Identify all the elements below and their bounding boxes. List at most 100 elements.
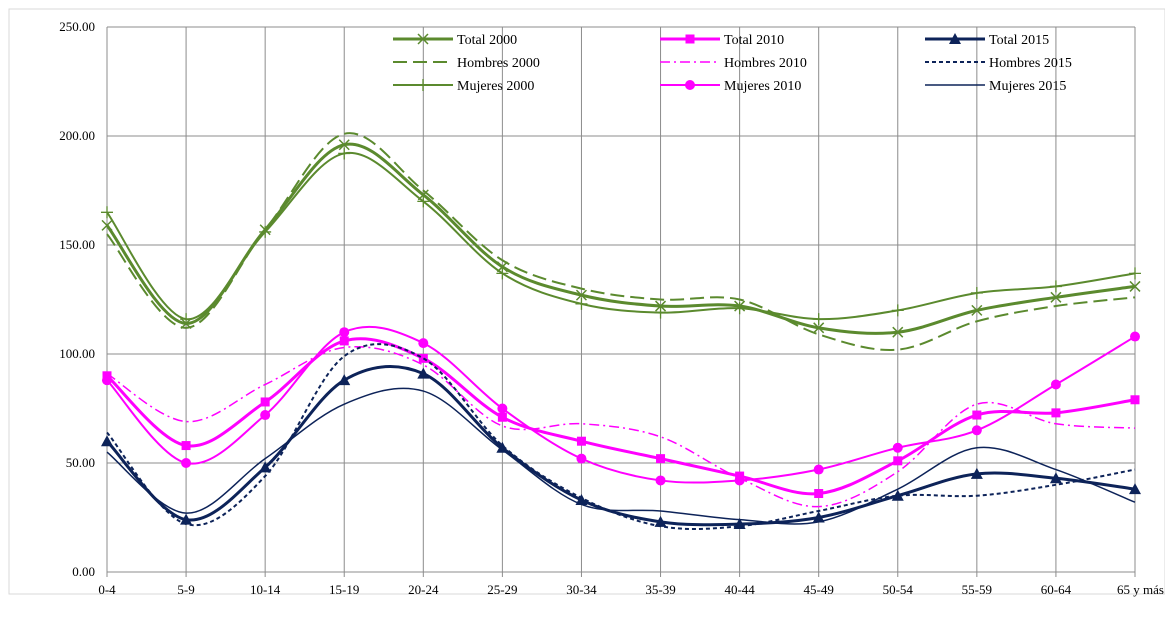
- series-mujeres-2015: [106, 387, 1136, 525]
- data-point-total-2015: [575, 494, 588, 506]
- data-point-mujeres-2010: [260, 410, 271, 421]
- data-point-mujeres-2000: [970, 286, 983, 299]
- data-point-mujeres-2010: [655, 475, 666, 486]
- data-point-total-2010: [339, 336, 349, 346]
- data-point-mujeres-2010: [181, 458, 192, 468]
- data-point-mujeres-2010: [1130, 331, 1140, 342]
- data-point-total-2010: [418, 353, 428, 363]
- data-point-mujeres-2010: [418, 338, 429, 349]
- data-point-total-2010: [260, 397, 270, 407]
- data-point-mujeres-2010: [497, 403, 508, 414]
- data-point-mujeres-2000: [654, 306, 667, 319]
- data-point-mujeres-2000: [733, 302, 746, 315]
- data-point-mujeres-2000: [496, 267, 509, 280]
- x-tick-label: 5-9: [177, 582, 194, 597]
- data-point-mujeres-2010: [892, 442, 903, 453]
- data-point-mujeres-2010: [1050, 379, 1061, 390]
- legend-label: Hombres 2000: [457, 56, 540, 71]
- series-line-hombres-2010: [106, 346, 1136, 508]
- data-point-total-2015: [180, 513, 193, 525]
- data-point-total-2015: [338, 374, 351, 386]
- data-point-mujeres-2000: [1049, 280, 1062, 293]
- data-point-total-2015: [812, 511, 825, 523]
- data-point-total-2015: [101, 435, 113, 447]
- data-point-total-2010: [814, 489, 824, 499]
- axes: 0.00 50.00 100.00 150.00 200.00 250.00 0-4 5-9 1…: [59, 19, 1164, 597]
- legend-marker: [685, 80, 695, 90]
- series-line-mujeres-2015: [106, 387, 1136, 525]
- data-point-mujeres-2010: [339, 327, 350, 338]
- legend-label: Mujeres 2010: [724, 79, 801, 94]
- data-point-mujeres-2010: [576, 453, 587, 464]
- legend-item-total-2015: Total 2015: [925, 33, 1049, 48]
- legend-marker: [949, 33, 961, 44]
- legend-label: Hombres 2010: [724, 56, 807, 71]
- data-point-total-2000: [575, 289, 587, 301]
- legend-item-hombres-2015: Hombres 2015: [925, 56, 1072, 71]
- legend-item-mujeres-2015: Mujeres 2015: [925, 79, 1066, 94]
- data-point-total-2015: [1129, 483, 1141, 495]
- data-point-mujeres-2000: [259, 225, 272, 238]
- x-tick-label: 10-14: [250, 582, 281, 597]
- data-point-total-2015: [654, 515, 667, 527]
- legend-marker: [685, 34, 695, 44]
- data-point-total-2000: [1050, 291, 1062, 303]
- legend-label: Mujeres 2015: [989, 79, 1066, 94]
- y-tick-label: 200.00: [59, 128, 95, 143]
- series-total-2015: [101, 365, 1141, 530]
- data-point-mujeres-2000: [812, 313, 825, 326]
- series-mujeres-2010: [102, 325, 1140, 486]
- y-tick-label: 50.00: [66, 455, 95, 470]
- series-line-hombres-2000: [106, 132, 1136, 351]
- data-point-total-2000: [101, 219, 113, 231]
- data-point-total-2000: [813, 322, 825, 334]
- x-tick-label: 60-64: [1041, 582, 1072, 597]
- x-tick-label: 15-19: [329, 582, 359, 597]
- legend-item-total-2000: Total 2000: [393, 33, 517, 48]
- data-point-total-2015: [259, 461, 272, 473]
- legend-item-hombres-2000: Hombres 2000: [393, 56, 540, 71]
- series-line-hombres-2015: [106, 343, 1136, 531]
- data-point-total-2015: [970, 467, 983, 479]
- series-hombres-2000: [106, 132, 1136, 351]
- legend-marker: [417, 79, 429, 91]
- legend-item-total-2010: Total 2010: [660, 33, 784, 48]
- legend-item-mujeres-2000: Mujeres 2000: [393, 79, 534, 94]
- y-tick-label: 150.00: [59, 237, 95, 252]
- series-total-2010: [102, 336, 1140, 499]
- data-point-total-2000: [655, 300, 667, 312]
- x-tick-label: 0-4: [98, 582, 116, 597]
- legend-item-mujeres-2010: Mujeres 2010: [660, 79, 801, 94]
- legend-label: Total 2000: [457, 33, 517, 48]
- legend-label: Mujeres 2000: [457, 79, 534, 94]
- data-point-total-2015: [496, 441, 509, 453]
- series-hombres-2015: [106, 343, 1136, 531]
- data-point-total-2000: [338, 139, 350, 151]
- legend-label: Total 2015: [989, 33, 1049, 48]
- data-point-total-2010: [1130, 395, 1140, 405]
- data-point-total-2000: [971, 304, 983, 316]
- data-point-total-2010: [656, 454, 666, 464]
- data-point-total-2010: [972, 410, 982, 420]
- data-point-mujeres-2000: [891, 304, 904, 317]
- data-point-total-2010: [497, 412, 507, 422]
- data-point-mujeres-2000: [575, 297, 588, 310]
- y-tick-label: 250.00: [59, 19, 95, 34]
- x-tick-label: 40-44: [724, 582, 755, 597]
- legend-item-hombres-2010: Hombres 2010: [660, 56, 807, 71]
- data-point-total-2015: [1049, 472, 1062, 484]
- data-point-total-2000: [892, 326, 904, 338]
- data-point-mujeres-2010: [971, 425, 982, 436]
- x-tick-label: 35-39: [645, 582, 675, 597]
- data-point-total-2015: [891, 489, 904, 501]
- data-point-total-2010: [893, 456, 903, 466]
- x-tick-label: 25-29: [487, 582, 517, 597]
- x-tick-label: 55-59: [962, 582, 992, 597]
- legend-label: Total 2010: [724, 33, 784, 48]
- x-tick-label: 30-34: [566, 582, 597, 597]
- data-point-mujeres-2010: [102, 375, 112, 386]
- data-point-total-2010: [1051, 408, 1061, 418]
- x-tick-label: 65 y más: [1117, 582, 1164, 597]
